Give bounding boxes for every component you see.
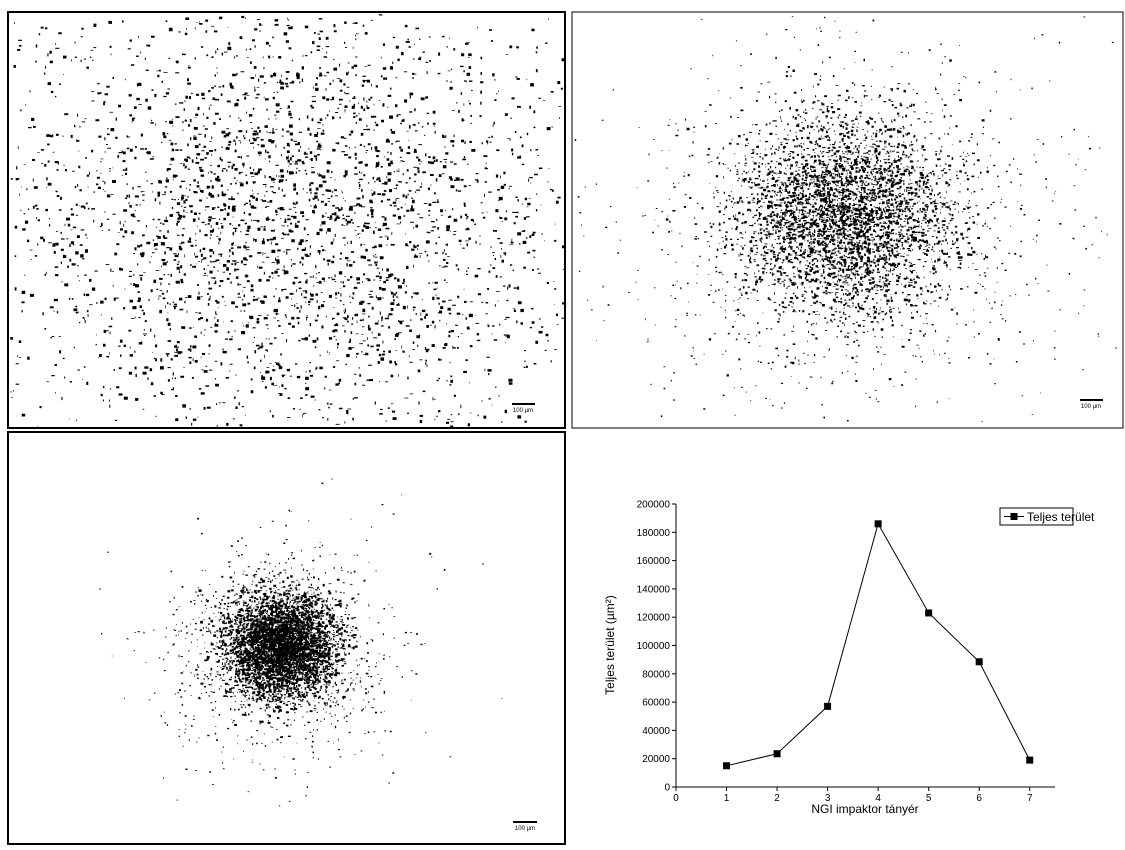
data-line (726, 522, 1031, 767)
y-tick-label: 0 (664, 783, 670, 794)
scale-label: 100 µm (513, 408, 533, 414)
y-tick-label: 140000 (637, 584, 671, 595)
x-tick-label: 4 (875, 793, 881, 804)
x-tick-label: 3 (825, 793, 831, 804)
scale-label: 100 µm (515, 826, 535, 832)
particles (665, 29, 1023, 409)
data-point (773, 750, 781, 758)
data-point (824, 702, 832, 710)
y-tick-label: 200000 (637, 500, 671, 511)
y-axis-label: Teljes terület (µm²) (603, 595, 617, 695)
y-tick-label: 100000 (637, 641, 671, 652)
data-point (723, 762, 731, 770)
x-tick-label: 6 (976, 793, 982, 804)
data-point (975, 658, 983, 666)
y-tick-label: 180000 (637, 528, 671, 539)
micrograph-3 (99, 478, 503, 807)
y-tick-label: 80000 (642, 669, 670, 680)
panel-border (7, 11, 566, 429)
y-tick-label: 20000 (642, 754, 670, 765)
x-tick-label: 0 (673, 793, 679, 804)
x-tick-label: 1 (724, 793, 730, 804)
panel-border (7, 431, 566, 845)
x-tick-label: 7 (1027, 793, 1033, 804)
micrograph-1 (10, 14, 566, 429)
data-point (1026, 756, 1034, 764)
x-axis-label: NGI impaktor tányér (811, 802, 918, 816)
panel-border (571, 11, 1124, 429)
chart: NGI impaktor tányér Teljes terület (µm²)… (603, 500, 1095, 817)
legend-label: Teljes terület (1027, 510, 1095, 524)
x-tick-label: 5 (926, 793, 932, 804)
particles (164, 549, 374, 738)
data-point (874, 520, 882, 528)
data-point (925, 609, 933, 617)
y-tick-label: 160000 (637, 556, 671, 567)
x-tick-label: 2 (774, 793, 780, 804)
particles (10, 14, 566, 429)
scale-label: 100 µm (1081, 404, 1101, 410)
legend-marker (1010, 513, 1018, 520)
y-tick-label: 60000 (642, 698, 670, 709)
y-tick-label: 120000 (637, 613, 671, 624)
micrograph-2 (574, 16, 1117, 422)
legend-box (999, 507, 1074, 526)
y-tick-label: 40000 (642, 726, 670, 737)
